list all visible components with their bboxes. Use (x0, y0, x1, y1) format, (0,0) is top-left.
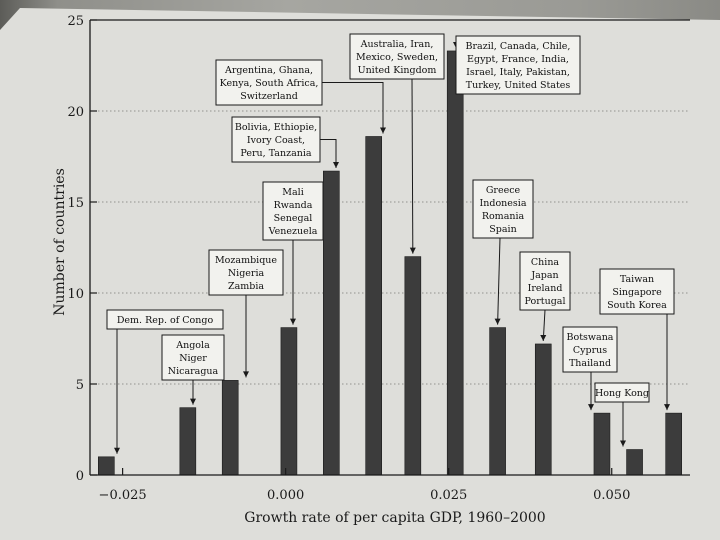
annotation-box (519, 251, 571, 311)
annotation-box (594, 382, 650, 403)
x-tick-label: 0.000 (267, 488, 304, 503)
bar (446, 50, 464, 476)
annotation-box (262, 181, 324, 241)
y-tick-label: 0 (76, 469, 84, 484)
annotation-box (231, 116, 321, 163)
annotation-text: Australia, Iran, (360, 39, 434, 50)
tick-labels: 0 5 10 15 20 25 −0.025 0.000 0.025 0.050 (67, 14, 630, 503)
leader-arrowhead (380, 127, 386, 134)
leader-line (320, 139, 337, 169)
x-tick-label: 0.050 (593, 488, 630, 503)
annotation-text: Switzerland (240, 91, 298, 102)
annotation-text: Turkey, United States (466, 80, 571, 91)
annotation-text: Hong Kong (595, 388, 649, 399)
annotation-text: Nicaragua (168, 366, 219, 377)
annotation-box (455, 35, 581, 95)
bar (365, 136, 382, 476)
annotation-text: Senegal (274, 213, 313, 224)
annotation-box (472, 179, 534, 239)
annotation-text: Mozambique (215, 255, 277, 266)
leader-arrowhead (333, 162, 339, 169)
annotation-text: Zambia (228, 281, 264, 292)
bar (323, 170, 340, 476)
annotation-text: Niger (179, 353, 207, 364)
annotation-text: Cyprus (573, 345, 607, 356)
leader-line (322, 82, 384, 134)
bar (665, 412, 682, 476)
annotation-text: Peru, Tanzania (240, 148, 311, 159)
annotation-text: Angola (175, 340, 210, 351)
leader-arrowhead (290, 318, 296, 325)
annotation-text: Ivory Coast, (247, 135, 305, 146)
annotation-text: Mali (282, 187, 303, 198)
annotation-text: Romania (482, 211, 525, 222)
annotations: Dem. Rep. of Congo Angola Niger Nicaragua Mo… (106, 33, 675, 403)
leader-arrowhead (540, 334, 547, 341)
bar (593, 412, 611, 476)
annotation-box (215, 59, 323, 106)
leader-line (411, 78, 414, 254)
leader-arrowhead (243, 371, 249, 378)
annotation-text: Rwanda (274, 200, 313, 211)
annotation-text: Japan (530, 270, 558, 281)
annotation-text: Thailand (569, 358, 611, 369)
annotation-text: Israel, Italy, Pakistan, (466, 67, 570, 78)
annotation-box (599, 268, 675, 315)
leader-arrowhead (588, 404, 594, 411)
annotation-text: Spain (489, 224, 516, 235)
annotation-text: United Kingdom (358, 65, 437, 76)
annotation-text: Nigeria (228, 268, 265, 279)
annotation-text: Mexico, Sweden, (356, 52, 438, 63)
y-tick-label: 20 (67, 105, 84, 120)
annotation-text: China (531, 257, 560, 268)
annotation-box (161, 334, 225, 381)
annotation-text: Egypt, France, India, (467, 54, 569, 65)
annotation-text: Botswana (567, 332, 614, 343)
annotation-text: Ireland (528, 283, 563, 294)
bar (404, 256, 422, 476)
bars (98, 50, 682, 476)
annotation-text: Singapore (612, 287, 662, 298)
leader-arrowhead (409, 247, 416, 254)
annotation-box (208, 249, 284, 296)
annotation-text: Indonesia (480, 198, 527, 209)
bar (221, 380, 239, 476)
leader-arrowhead (114, 447, 120, 454)
leader-arrowhead (664, 404, 670, 411)
y-axis-title: Number of countries (52, 168, 68, 316)
leader-line (497, 237, 501, 325)
annotation-text: Greece (486, 185, 521, 196)
annotation-box (349, 33, 445, 80)
bar (626, 449, 643, 476)
bar (534, 343, 552, 476)
annotation-text: South Korea (607, 300, 667, 311)
axes (89, 19, 690, 476)
annotation-text: Venezuela (268, 226, 318, 237)
annotation-text: Portugal (525, 296, 566, 307)
bar (489, 327, 506, 476)
annotation-text: Argentina, Ghana, (224, 65, 313, 76)
annotation-text: Dem. Rep. of Congo (117, 315, 214, 326)
x-tick-label: −0.025 (99, 488, 147, 503)
x-axis-title: Growth rate of per capita GDP, 1960–2000 (244, 510, 545, 526)
y-tick-label: 5 (76, 378, 84, 393)
x-tick-label: 0.025 (430, 488, 467, 503)
annotation-text: Brazil, Canada, Chile, (466, 41, 571, 52)
y-tick-label: 25 (67, 14, 84, 29)
leader-arrowhead (620, 440, 626, 447)
leader-arrowhead (190, 398, 196, 405)
leader-arrowhead (494, 318, 501, 325)
annotation-text: Taiwan (620, 274, 654, 285)
y-tick-label: 10 (67, 287, 84, 302)
y-tick-label: 15 (67, 196, 84, 211)
annotation-box (106, 309, 224, 330)
annotation-box (562, 326, 618, 373)
bar (179, 407, 197, 476)
bar (98, 456, 115, 476)
annotation-text: Kenya, South Africa, (220, 78, 319, 89)
annotation-text: Bolivia, Ethiopie, (235, 122, 317, 133)
bar (280, 327, 298, 476)
